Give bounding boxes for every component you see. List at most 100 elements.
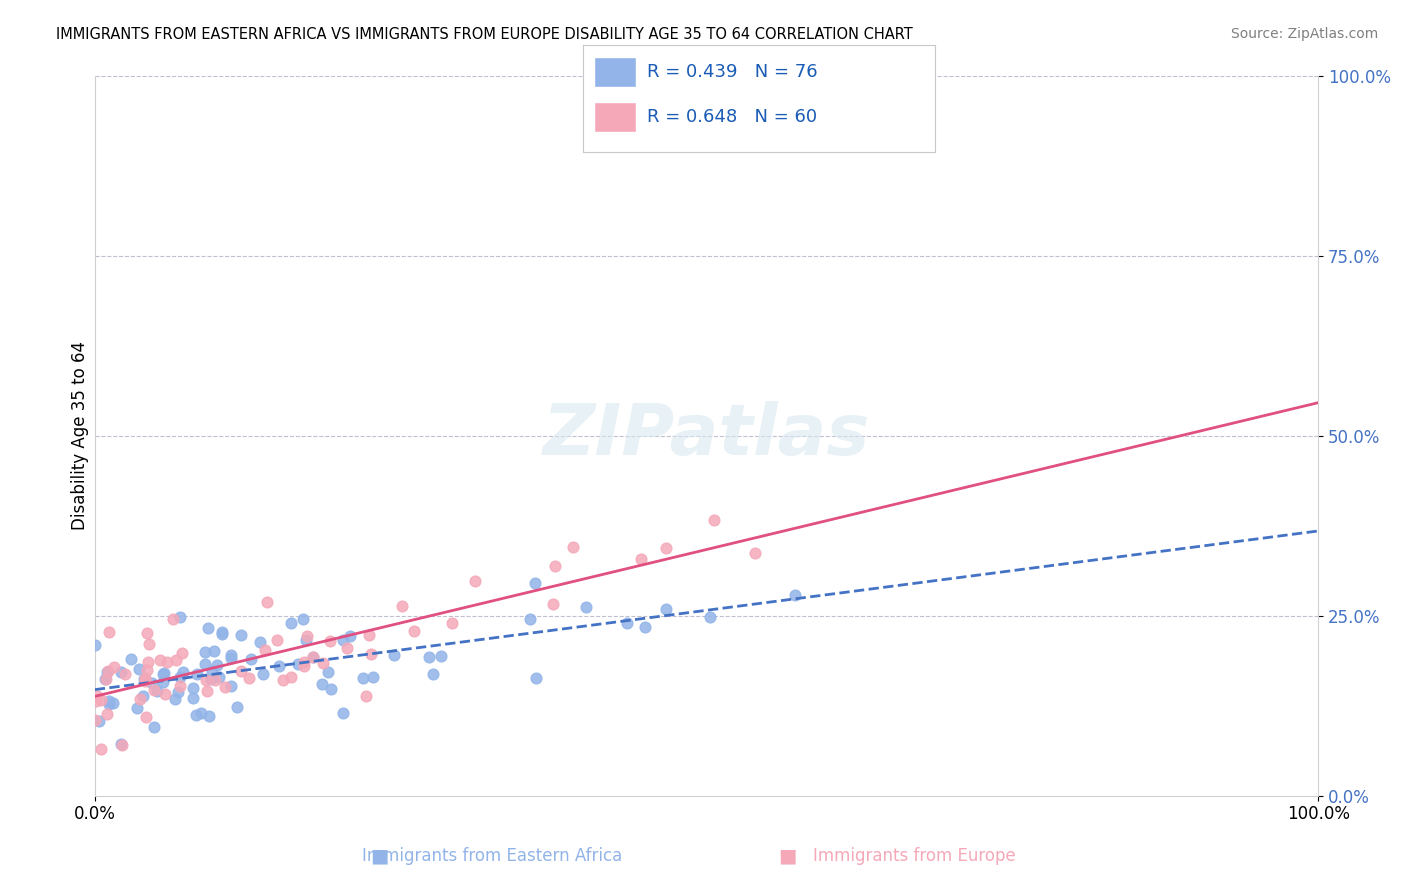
Point xyxy=(167,685,190,699)
Point xyxy=(114,666,136,681)
Point xyxy=(280,616,302,631)
Point xyxy=(703,513,725,527)
Text: Source: ZipAtlas.com: Source: ZipAtlas.com xyxy=(1230,27,1378,41)
Point xyxy=(86,693,108,707)
Point xyxy=(83,713,105,727)
Point xyxy=(361,671,384,685)
Point xyxy=(134,673,156,688)
Point xyxy=(96,706,118,721)
Point xyxy=(134,671,156,685)
Text: Immigrants from Eastern Africa: Immigrants from Eastern Africa xyxy=(361,847,623,865)
Text: ■: ■ xyxy=(370,847,389,865)
Point xyxy=(356,689,378,703)
Point xyxy=(319,634,342,648)
Point xyxy=(430,649,453,664)
Point xyxy=(132,689,155,703)
Point xyxy=(169,680,191,694)
Point xyxy=(280,670,302,684)
Point xyxy=(575,599,598,614)
Text: ■: ■ xyxy=(778,847,797,865)
Point xyxy=(294,632,316,647)
Point xyxy=(125,701,148,715)
Point xyxy=(169,609,191,624)
Bar xyxy=(593,57,636,87)
Point xyxy=(194,673,217,688)
Point xyxy=(132,672,155,686)
Point xyxy=(269,658,291,673)
Point xyxy=(181,681,204,695)
Point xyxy=(219,648,242,663)
Point xyxy=(655,541,678,556)
Point xyxy=(198,708,221,723)
Point xyxy=(402,624,425,638)
Point xyxy=(418,649,440,664)
Point xyxy=(292,656,315,670)
Point xyxy=(339,629,361,643)
Point xyxy=(699,610,721,624)
Point xyxy=(391,599,413,613)
Point xyxy=(197,621,219,635)
Point xyxy=(103,659,125,673)
Point xyxy=(360,647,382,661)
Point xyxy=(201,664,224,678)
Text: R = 0.439   N = 76: R = 0.439 N = 76 xyxy=(647,63,817,81)
Point xyxy=(94,673,117,687)
Point xyxy=(155,687,177,701)
Point xyxy=(302,650,325,665)
Point xyxy=(336,641,359,656)
Point xyxy=(205,658,228,673)
Point xyxy=(312,657,335,671)
Point xyxy=(249,634,271,648)
Point xyxy=(655,601,678,615)
Point xyxy=(86,689,108,703)
Y-axis label: Disability Age 35 to 64: Disability Age 35 to 64 xyxy=(72,341,89,530)
Point xyxy=(239,652,262,666)
Point xyxy=(266,633,288,648)
Point xyxy=(181,691,204,706)
Point xyxy=(214,681,236,695)
Text: R = 0.648   N = 60: R = 0.648 N = 60 xyxy=(647,109,817,127)
Point xyxy=(352,671,374,685)
Point xyxy=(229,665,252,679)
Point xyxy=(194,657,217,671)
Point xyxy=(332,633,354,648)
Point xyxy=(97,664,120,678)
Point xyxy=(128,662,150,676)
Point xyxy=(785,588,807,602)
Bar xyxy=(593,103,636,132)
Point xyxy=(143,683,166,698)
Point xyxy=(200,672,222,686)
Point xyxy=(84,638,107,652)
Point xyxy=(110,737,132,751)
Point xyxy=(543,597,565,611)
Point xyxy=(523,575,546,590)
Point xyxy=(311,677,333,691)
Point xyxy=(172,646,194,660)
Point xyxy=(744,546,766,560)
Point xyxy=(195,684,218,698)
Point xyxy=(153,666,176,681)
Point xyxy=(464,574,486,589)
Point xyxy=(616,615,638,630)
Point xyxy=(287,657,309,671)
Point xyxy=(90,742,112,756)
Point xyxy=(169,670,191,684)
Text: IMMIGRANTS FROM EASTERN AFRICA VS IMMIGRANTS FROM EUROPE DISABILITY AGE 35 TO 64: IMMIGRANTS FROM EASTERN AFRICA VS IMMIGR… xyxy=(56,27,912,42)
Point xyxy=(146,683,169,698)
Point xyxy=(156,655,179,669)
Point xyxy=(110,665,132,679)
Point xyxy=(332,706,354,720)
Point xyxy=(101,697,124,711)
Point xyxy=(292,612,315,626)
Point xyxy=(292,659,315,673)
Point xyxy=(238,671,260,685)
Point xyxy=(98,697,121,711)
Point xyxy=(141,676,163,690)
Point xyxy=(271,673,294,687)
Point xyxy=(184,707,207,722)
Point xyxy=(190,706,212,720)
Point xyxy=(256,595,278,609)
Point xyxy=(111,738,134,752)
Point xyxy=(524,671,547,685)
Point xyxy=(357,627,380,641)
